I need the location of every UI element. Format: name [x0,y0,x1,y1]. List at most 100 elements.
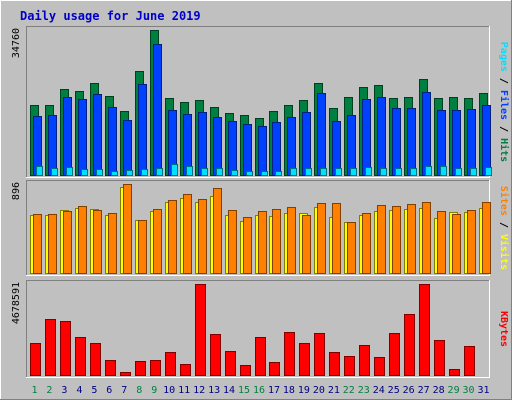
bar-kbytes-day-4 [75,337,86,376]
bar-pages-day-9 [156,168,163,176]
bar-kbytes-day-6 [105,360,116,376]
bar-files-day-30 [467,109,476,176]
bar-sites-day-18 [287,207,296,274]
bar-files-day-14 [228,121,237,176]
bar-files-day-13 [213,117,222,176]
x-label-day-19: 19 [298,385,310,396]
bar-kbytes-day-8 [135,361,146,376]
bar-kbytes-day-23 [359,345,370,376]
bar-kbytes-day-1 [30,343,41,376]
x-label-day-25: 25 [388,385,400,396]
bar-pages-day-16 [261,171,268,176]
x-label-day-12: 12 [193,385,205,396]
x-label-day-2: 2 [46,385,52,396]
bar-files-day-22 [347,115,356,176]
bar-sites-day-24 [377,205,386,274]
bar-pages-day-24 [380,168,387,176]
x-label-day-21: 21 [328,385,340,396]
bar-files-day-6 [108,107,117,176]
bar-sites-day-14 [228,210,237,274]
bar-kbytes-day-3 [60,321,71,376]
bar-pages-day-1 [36,166,43,176]
bar-files-day-15 [243,124,252,176]
bar-pages-day-31 [485,167,492,176]
bar-files-day-2 [48,115,57,176]
bar-kbytes-day-20 [314,333,325,376]
x-label-day-29: 29 [448,385,460,396]
bar-pages-day-4 [81,169,88,176]
bar-pages-day-18 [290,168,297,176]
bar-sites-day-19 [302,215,311,274]
right-label-middle-part-0: Sites [498,186,510,216]
series-pages [36,164,492,176]
bar-pages-day-6 [111,171,118,176]
bar-pages-day-11 [186,166,193,176]
x-label-day-17: 17 [268,385,280,396]
bar-sites-day-9 [153,209,162,274]
x-label-day-13: 13 [208,385,220,396]
bar-files-day-31 [482,105,491,176]
bar-pages-day-20 [320,168,327,176]
bar-pages-day-28 [440,166,447,176]
right-label-top: Pages / Files / Hits [498,42,510,162]
x-label-day-6: 6 [106,385,112,396]
bar-pages-day-27 [425,166,432,176]
bar-sites-day-29 [452,214,461,274]
bar-pages-day-22 [350,168,357,176]
bar-pages-day-30 [470,168,477,176]
bar-files-day-17 [272,122,281,176]
bar-kbytes-day-15 [240,365,251,376]
bar-pages-day-2 [51,168,58,176]
x-label-day-3: 3 [61,385,67,396]
series-kbytes [30,284,475,376]
bar-sites-day-12 [198,199,207,274]
bar-pages-day-10 [171,164,178,176]
bar-pages-day-29 [455,168,462,176]
right-label-top-part-0: Pages [498,42,509,72]
bar-files-day-20 [317,93,326,176]
bar-pages-day-21 [335,168,342,176]
chart-title: Daily usage for June 2019 [20,9,201,23]
bar-files-day-12 [198,112,207,176]
bar-sites-day-3 [63,211,72,274]
panel-middle-ymax-label: 896 [11,182,22,200]
bar-kbytes-day-14 [225,351,236,376]
series-files [33,44,491,176]
x-label-day-31: 31 [477,385,489,396]
bar-files-day-4 [78,99,87,176]
bar-pages-day-25 [395,168,402,176]
bar-sites-day-11 [183,194,192,274]
bar-sites-day-7 [123,184,132,274]
bar-kbytes-day-2 [45,319,56,376]
bar-kbytes-day-25 [389,333,400,376]
x-label-day-15: 15 [238,385,250,396]
bar-sites-day-10 [168,200,177,274]
x-label-day-22: 22 [343,385,355,396]
x-label-day-20: 20 [313,385,325,396]
bar-sites-day-28 [437,211,446,274]
bar-kbytes-day-5 [90,343,101,376]
bar-sites-day-26 [407,204,416,274]
bar-files-day-27 [422,92,431,176]
bar-sites-day-15 [243,217,252,274]
chart-panels: 34760 896 4678591 [11,26,492,378]
x-label-day-23: 23 [358,385,370,396]
bar-sites-day-2 [48,214,57,274]
panel-middle: 896 [11,180,491,276]
x-axis-labels: 1 2 3 4 5 6 7 8 9 10 11 12 13 14 15 16 17 18 19 20 21 22 23 24 2… [31,385,489,396]
bar-sites-day-25 [392,206,401,274]
bar-sites-day-22 [347,222,356,274]
bar-files-day-8 [138,84,147,176]
bar-sites-day-17 [272,209,281,274]
right-label-middle-part-1: / [498,216,509,234]
right-label-middle-part-2: Visits [498,234,510,270]
panel-bottom-ymax-label: 4678591 [11,282,22,324]
bar-sites-day-27 [422,202,431,274]
x-label-day-28: 28 [433,385,445,396]
bar-pages-day-8 [141,169,148,176]
bar-sites-day-20 [317,203,326,274]
x-label-day-30: 30 [463,385,475,396]
bar-kbytes-day-16 [255,337,266,376]
bar-kbytes-day-13 [210,334,221,376]
